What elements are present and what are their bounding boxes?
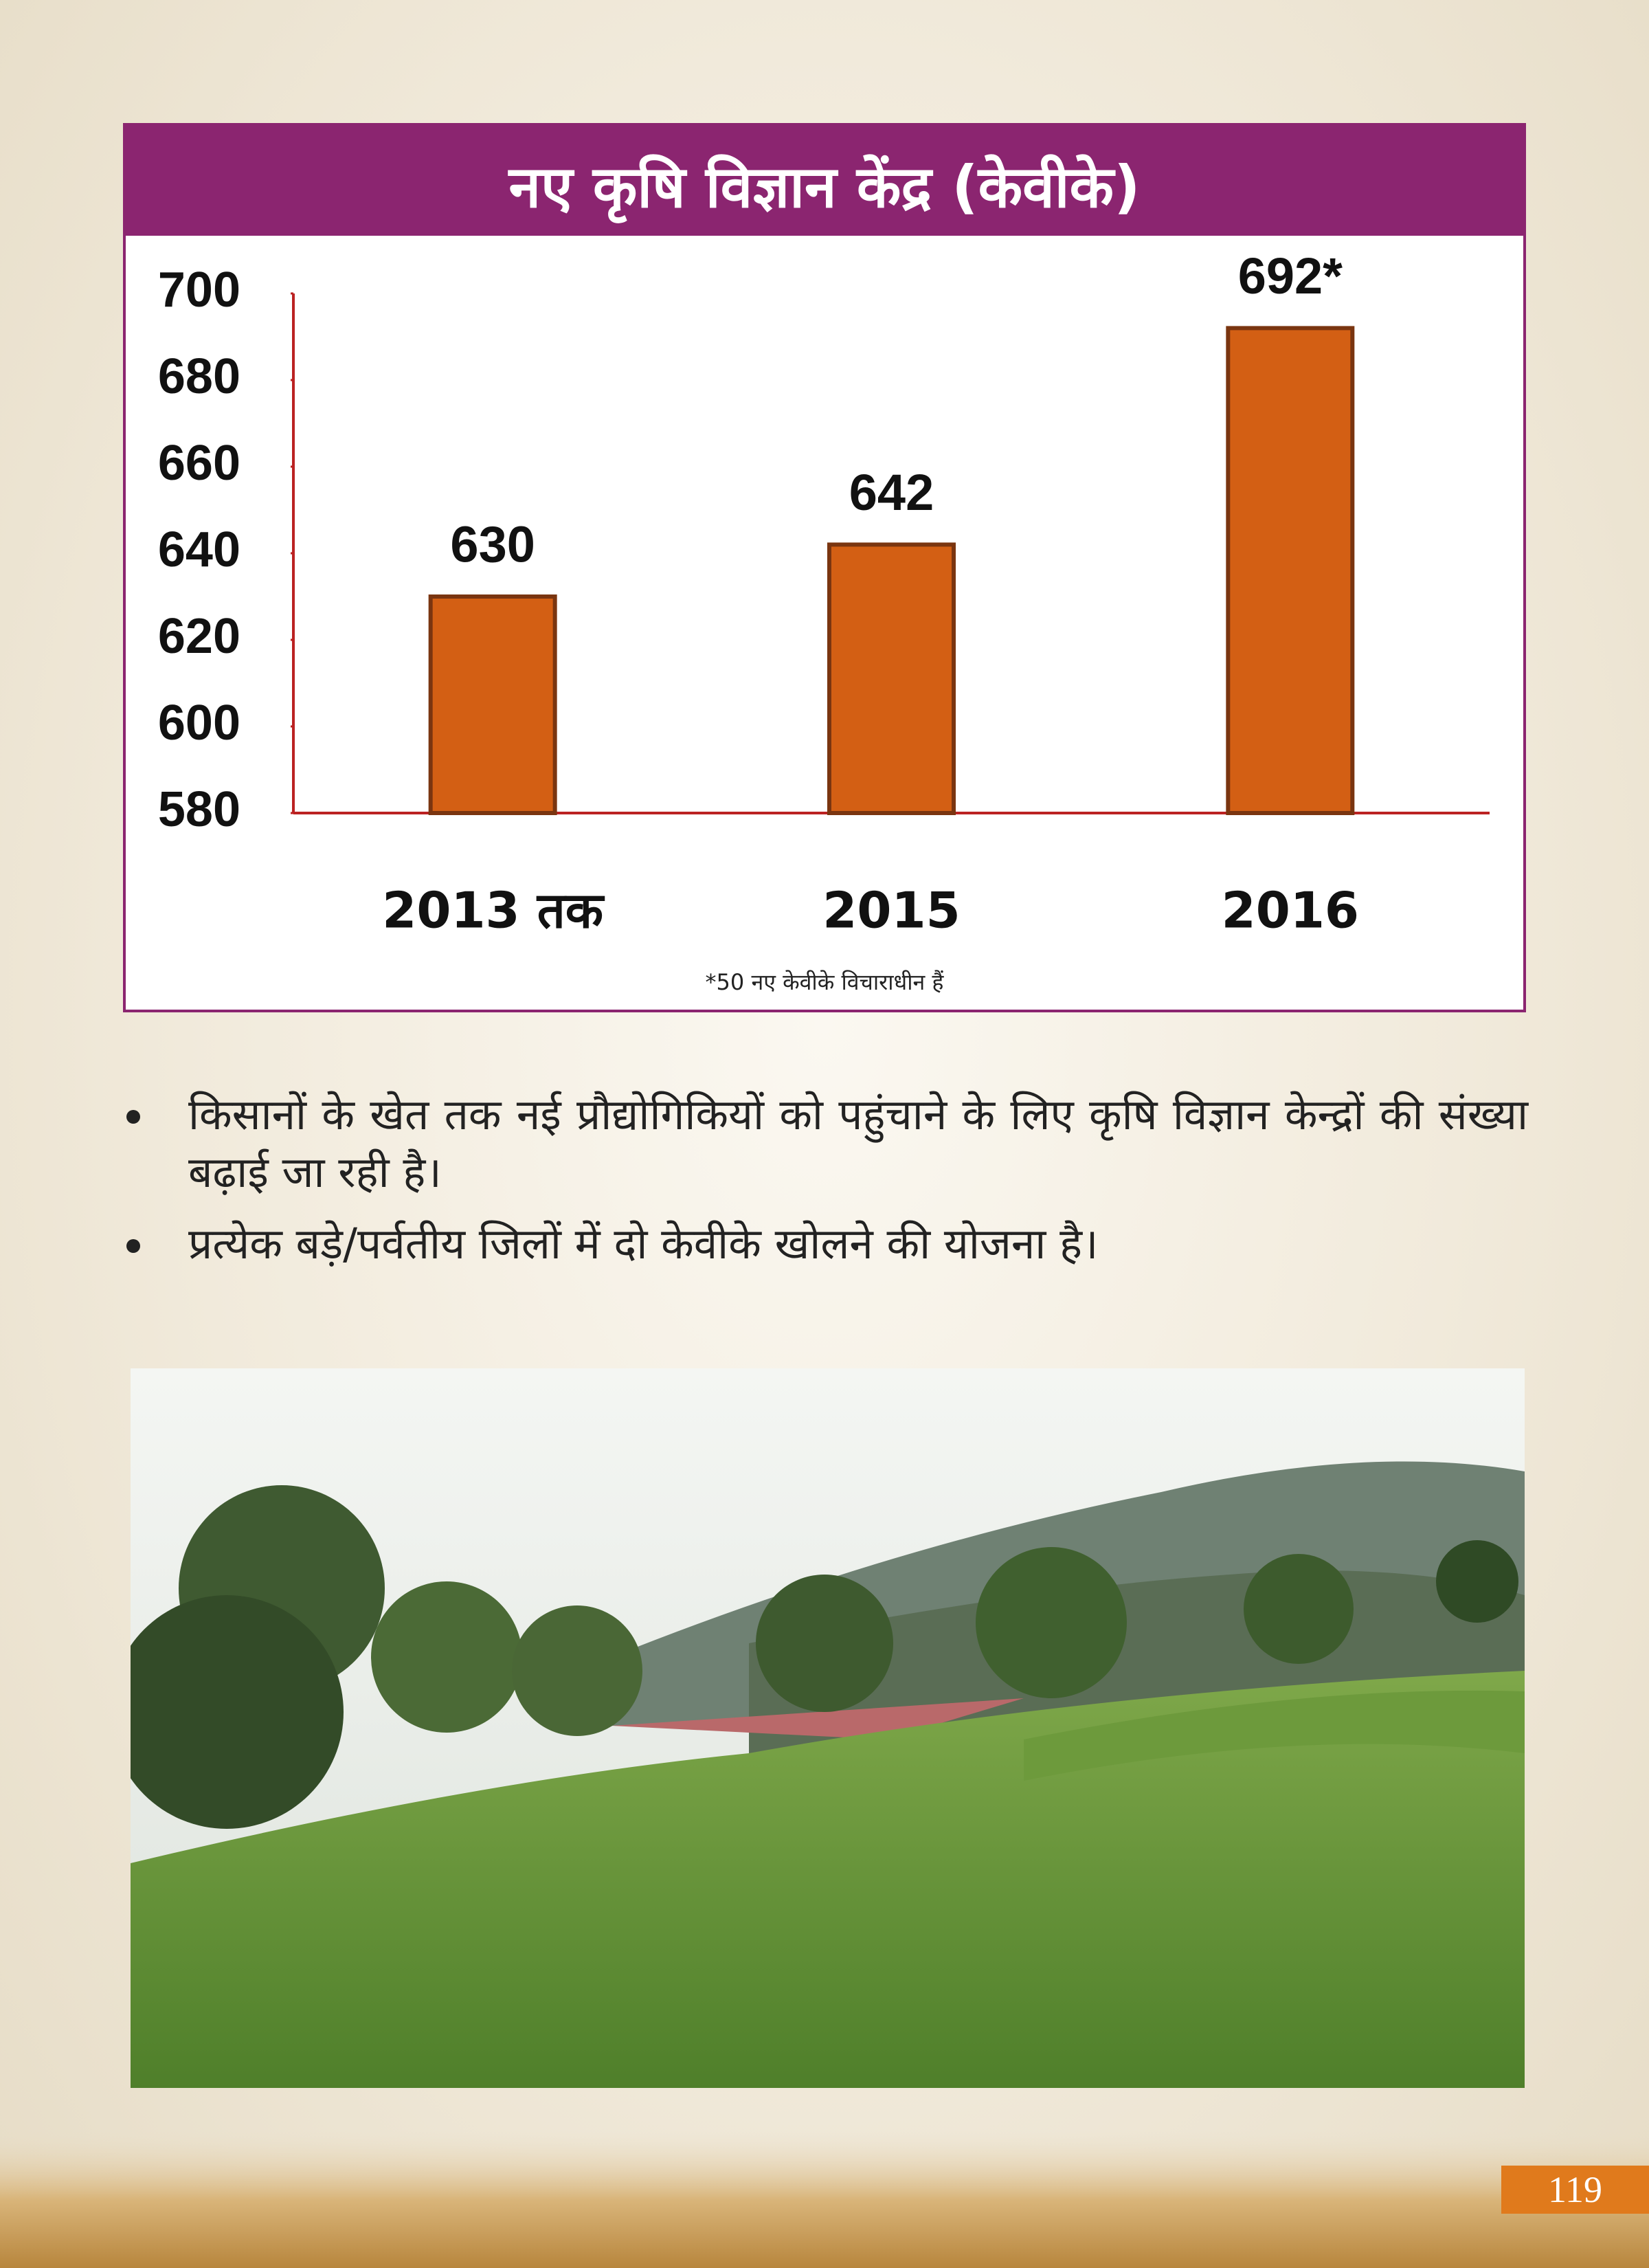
value-label: 642 — [849, 464, 934, 521]
wheat-border — [0, 2131, 1649, 2268]
bar — [827, 542, 956, 816]
value-label: 692* — [1238, 247, 1343, 304]
y-tick-label: 640 — [158, 522, 240, 577]
value-label: 630 — [450, 516, 535, 573]
chart-note: *50 नए केवीके विचाराधीन हैं — [706, 969, 945, 995]
y-tick-label: 620 — [158, 609, 240, 664]
title-bar — [124, 124, 1525, 236]
y-tick-label: 660 — [158, 436, 240, 491]
bullet-text: किसानों के खेत तक नई प्रौद्योगिकियों को … — [188, 1089, 1528, 1197]
bullet-dot — [126, 1239, 140, 1253]
y-tick-label: 700 — [158, 263, 240, 318]
chart-title: नए कृषि विज्ञान केंद्र (केवीके) — [508, 153, 1141, 223]
y-tick-label: 580 — [158, 782, 240, 837]
bullet-dot — [126, 1110, 140, 1124]
bullet-text: प्रत्येक बड़े/पर्वतीय जिलों में दो केवीक… — [188, 1219, 1099, 1269]
y-tick-label: 600 — [158, 696, 240, 751]
x-tick-label: 2015 — [822, 882, 960, 940]
x-tick-label: 2016 — [1222, 882, 1359, 940]
page-number: 119 — [1501, 2166, 1649, 2214]
landscape-photo — [131, 1368, 1525, 2088]
bar — [1226, 326, 1355, 815]
y-tick-label: 680 — [158, 349, 240, 404]
chart: नए कृषि विज्ञान केंद्र (केवीके) *50 नए क… — [123, 123, 1526, 1012]
x-tick-label: 2013 तक — [382, 882, 605, 940]
bar — [428, 594, 557, 815]
